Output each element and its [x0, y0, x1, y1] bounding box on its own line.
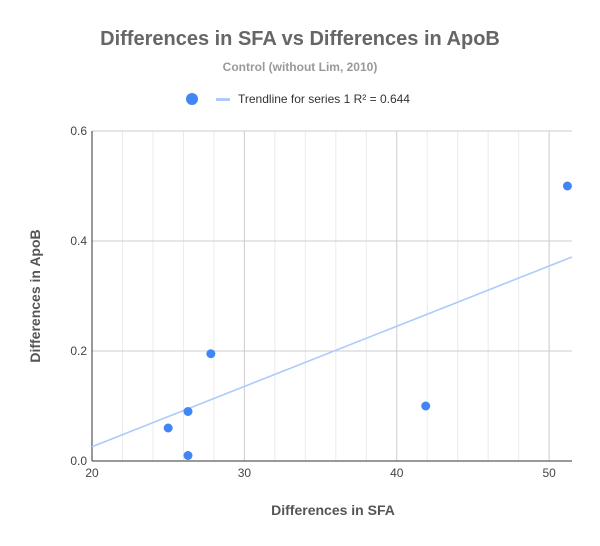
- y-tick-label: 0.2: [70, 344, 87, 358]
- x-tick-label: 40: [390, 466, 404, 480]
- trendline: [91, 256, 573, 448]
- y-tick-label: 0.0: [70, 454, 87, 468]
- x-tick-label: 20: [85, 466, 99, 480]
- x-axis-title: Differences in SFA: [271, 502, 395, 518]
- major-gridlines: [92, 130, 572, 461]
- data-point: [183, 451, 193, 460]
- legend-series-marker: [186, 93, 198, 105]
- data-point: [562, 181, 572, 191]
- data-point: [183, 407, 193, 416]
- data-point: [421, 401, 431, 411]
- tick-labels: 20 30 40 50 0.0 0.2 0.4 0.6: [70, 124, 556, 480]
- x-tick-label: 50: [542, 466, 556, 480]
- y-tick-label: 0.6: [70, 124, 87, 138]
- data-point: [163, 423, 173, 433]
- minor-gridlines: [121, 131, 520, 461]
- data-point: [206, 349, 216, 359]
- x-tick-label: 30: [238, 466, 252, 480]
- chart-title: Differences in SFA vs Differences in Apo…: [100, 28, 500, 50]
- y-axis-title: Differences in ApoB: [27, 229, 43, 362]
- axes: [91, 131, 572, 462]
- legend-trendline-marker: [216, 97, 230, 101]
- chart-subtitle: Control (without Lim, 2010): [222, 60, 378, 74]
- chart-legend[interactable]: Trendline for series 1 R² = 0.644: [186, 90, 410, 108]
- legend-trendline-label: Trendline for series 1 R² = 0.644: [238, 92, 410, 106]
- y-tick-label: 0.4: [70, 234, 87, 248]
- data-points: [163, 181, 572, 460]
- trendline-layer: [91, 256, 573, 448]
